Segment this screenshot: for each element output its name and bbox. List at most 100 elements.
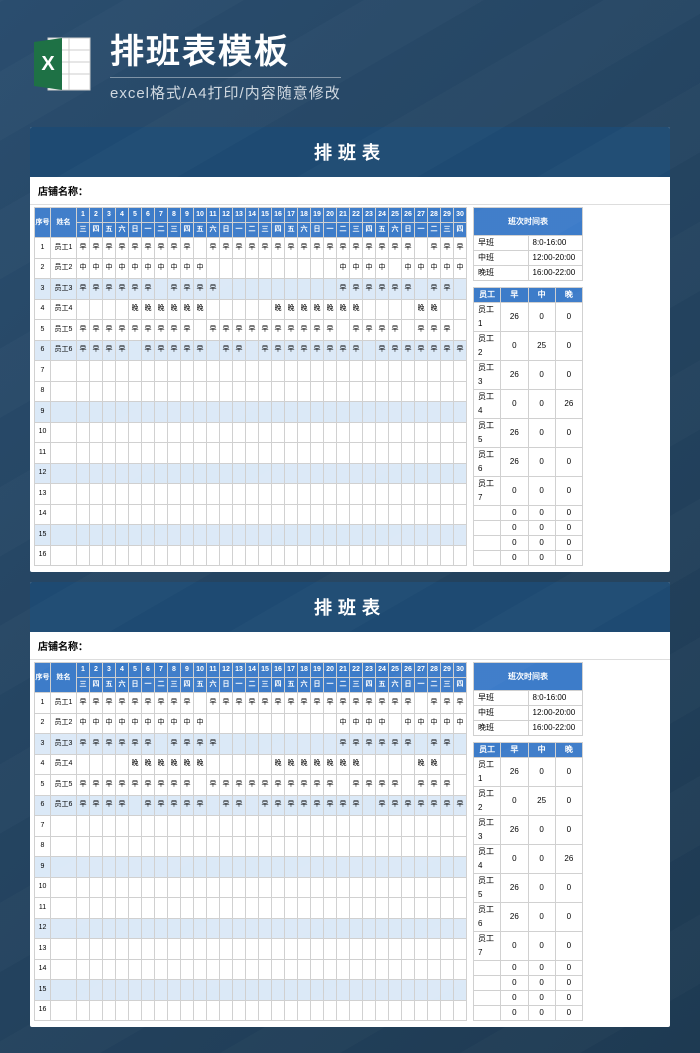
- shift-cell: [155, 836, 168, 857]
- shift-cell: [103, 836, 116, 857]
- shift-cell: [220, 484, 233, 505]
- shift-cell: [129, 939, 142, 960]
- shift-cell: [272, 422, 285, 443]
- shift-cell: [181, 898, 194, 919]
- shift-cell: [363, 340, 376, 361]
- seq-cell: 16: [35, 1000, 51, 1021]
- shift-cell: [298, 877, 311, 898]
- shift-cell: [428, 422, 441, 443]
- shift-cell: [233, 443, 246, 464]
- shift-cell: [454, 877, 467, 898]
- stats-cell: 0: [555, 506, 582, 521]
- shift-cell: [415, 443, 428, 464]
- shift-cell: [415, 980, 428, 1001]
- shift-cell: [272, 361, 285, 382]
- shift-cell: [415, 836, 428, 857]
- day-header: 26: [402, 208, 415, 223]
- shift-cell: [246, 877, 259, 898]
- shift-cell: [259, 279, 272, 300]
- weekday-header: 日: [220, 223, 233, 238]
- shift-cell: [233, 258, 246, 279]
- day-header: 16: [272, 663, 285, 678]
- shift-cell: [402, 775, 415, 796]
- stats-cell: [474, 521, 501, 536]
- shift-cell: [298, 545, 311, 566]
- day-header: 2: [90, 663, 103, 678]
- shift-time: 16:00-22:00: [528, 721, 583, 736]
- shift-cell: [363, 877, 376, 898]
- shift-cell: [259, 980, 272, 1001]
- shift-cell: [116, 877, 129, 898]
- shift-cell: [233, 877, 246, 898]
- shift-cell: [220, 402, 233, 423]
- shift-cell: [350, 504, 363, 525]
- stats-cell: 员工6: [474, 448, 501, 477]
- day-header: 1: [77, 663, 90, 678]
- stats-cell: 员工1: [474, 758, 501, 787]
- shift-cell: [77, 361, 90, 382]
- shift-cell: [298, 525, 311, 546]
- shift-cell: [272, 959, 285, 980]
- shift-cell: [337, 918, 350, 939]
- shift-cell: [116, 857, 129, 878]
- shift-cell: [259, 734, 272, 755]
- shift-cell: [194, 775, 207, 796]
- shift-cell: [454, 754, 467, 775]
- shift-cell: [363, 504, 376, 525]
- shift-cell: [77, 402, 90, 423]
- name-cell: [51, 959, 77, 980]
- name-cell: [51, 980, 77, 1001]
- day-header: 14: [246, 208, 259, 223]
- shift-cell: [363, 754, 376, 775]
- shift-cell: 早: [116, 734, 129, 755]
- stats-cell: 0: [501, 536, 528, 551]
- shift-cell: [207, 545, 220, 566]
- weekday-header: 五: [103, 678, 116, 693]
- shift-cell: [441, 816, 454, 837]
- shift-cell: [311, 258, 324, 279]
- shift-cell: [324, 525, 337, 546]
- shift-cell: [389, 299, 402, 320]
- seq-cell: 7: [35, 361, 51, 382]
- shift-cell: [363, 463, 376, 484]
- shift-cell: 早: [142, 279, 155, 300]
- shift-cell: [376, 443, 389, 464]
- shift-cell: 早: [233, 340, 246, 361]
- stats-cell: 0: [501, 332, 528, 361]
- shift-time: 12:00-20:00: [528, 251, 583, 266]
- seq-cell: 6: [35, 340, 51, 361]
- day-header: 3: [103, 663, 116, 678]
- shift-cell: 早: [90, 279, 103, 300]
- shift-cell: [103, 381, 116, 402]
- shift-cell: 早: [207, 279, 220, 300]
- day-header: 10: [194, 663, 207, 678]
- grid-area: 序号姓名123456789101112131415161718192021222…: [30, 660, 670, 1027]
- shift-cell: [90, 898, 103, 919]
- shift-cell: [337, 443, 350, 464]
- shift-cell: 早: [350, 795, 363, 816]
- shift-cell: 早: [311, 775, 324, 796]
- shift-cell: [220, 836, 233, 857]
- shift-cell: [272, 525, 285, 546]
- day-header: 25: [389, 663, 402, 678]
- shift-cell: 早: [441, 734, 454, 755]
- day-header: 26: [402, 663, 415, 678]
- shift-cell: [415, 484, 428, 505]
- name-cell: [51, 836, 77, 857]
- shift-cell: 早: [363, 775, 376, 796]
- shift-cell: [246, 939, 259, 960]
- shift-cell: [454, 484, 467, 505]
- shift-cell: [337, 959, 350, 980]
- shift-cell: 早: [181, 795, 194, 816]
- shift-cell: [324, 279, 337, 300]
- shift-cell: [129, 381, 142, 402]
- shift-cell: [415, 1000, 428, 1021]
- shift-cell: [350, 836, 363, 857]
- shift-cell: 中: [363, 713, 376, 734]
- shift-cell: [428, 402, 441, 423]
- shift-cell: 早: [350, 775, 363, 796]
- shift-cell: [207, 898, 220, 919]
- shift-cell: [90, 857, 103, 878]
- day-header: 25: [389, 208, 402, 223]
- shift-cell: [90, 484, 103, 505]
